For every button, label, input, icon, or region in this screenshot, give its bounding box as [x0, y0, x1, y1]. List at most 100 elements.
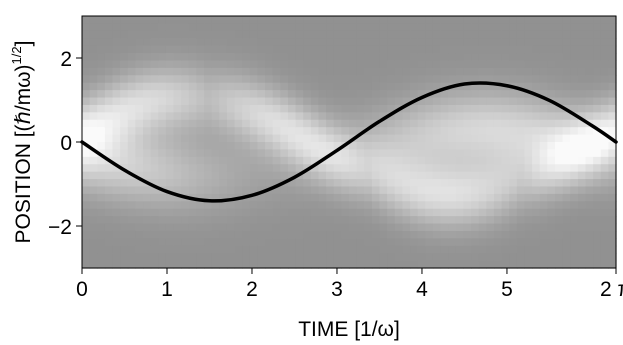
heatmap-cell [120, 134, 129, 143]
heatmap-cell [493, 164, 503, 173]
heatmap-cell [371, 245, 381, 254]
heatmap-cell [303, 134, 312, 143]
heatmap-cell [173, 38, 182, 47]
heatmap-cell [516, 186, 526, 195]
heatmap-cell [188, 97, 198, 106]
heatmap-cell [379, 164, 388, 173]
heatmap-cell [425, 193, 434, 202]
heatmap-cell [394, 30, 403, 39]
heatmap-cell [509, 23, 518, 32]
heatmap-cell [356, 82, 365, 91]
heatmap-cell [349, 245, 358, 254]
heatmap-cell [265, 97, 274, 106]
heatmap-cell [356, 67, 365, 76]
heatmap-cell [585, 23, 594, 32]
heatmap-cell [387, 238, 396, 247]
heatmap-cell [524, 260, 533, 269]
heatmap-cell [486, 45, 495, 54]
heatmap-cell [600, 156, 609, 165]
heatmap-cell [188, 142, 198, 151]
heatmap-cell [532, 38, 541, 47]
heatmap-cell [82, 179, 91, 188]
heatmap-cell [493, 67, 503, 76]
heatmap-cell [211, 186, 220, 195]
heatmap-cell [295, 23, 304, 32]
heatmap-cell [135, 53, 144, 62]
heatmap-cell [432, 16, 442, 25]
heatmap-cell [524, 67, 533, 76]
heatmap-cell [547, 53, 556, 62]
heatmap-cell [593, 134, 602, 143]
heatmap-cell [608, 23, 617, 32]
heatmap-cell [471, 38, 480, 47]
heatmap-cell [364, 23, 373, 32]
heatmap-cell [112, 216, 121, 225]
heatmap-cell [532, 156, 541, 165]
heatmap-cell [524, 156, 533, 165]
heatmap-cell [547, 45, 556, 54]
heatmap-cell [120, 119, 129, 128]
heatmap-cell [295, 164, 304, 173]
heatmap-cell [326, 216, 335, 225]
heatmap-cell [204, 45, 213, 54]
heatmap-cell [417, 67, 426, 76]
heatmap-cell [471, 16, 480, 25]
heatmap-cell [295, 238, 304, 247]
heatmap-cell [112, 30, 121, 39]
heatmap-cell [410, 30, 419, 39]
heatmap-cell [303, 45, 312, 54]
heatmap-cell [425, 45, 434, 54]
heatmap-cell [249, 216, 259, 225]
heatmap-cell [333, 16, 342, 25]
heatmap-cell [471, 90, 480, 99]
heatmap-cell [341, 216, 350, 225]
heatmap-cell [97, 75, 106, 84]
heatmap-cell [371, 104, 381, 113]
heatmap-cell [242, 104, 251, 113]
heatmap-cell [349, 23, 358, 32]
heatmap-cell [158, 30, 167, 39]
heatmap-cell [577, 104, 587, 113]
heatmap-cell [280, 238, 289, 247]
heatmap-cell [219, 97, 228, 106]
heatmap-cell [326, 223, 335, 232]
heatmap-cell [539, 238, 548, 247]
heatmap-cell [554, 245, 564, 254]
heatmap-cell [196, 260, 205, 269]
heatmap-cell [249, 208, 259, 217]
heatmap-cell [425, 60, 434, 69]
heatmap-cell [265, 75, 274, 84]
heatmap-cell [341, 171, 350, 180]
heatmap-cell [318, 253, 327, 262]
heatmap-cell [165, 142, 175, 151]
heatmap-cell [493, 260, 503, 269]
heatmap-cell [249, 179, 259, 188]
heatmap-cell [608, 223, 617, 232]
heatmap-cell [295, 67, 304, 76]
heatmap-cell [478, 149, 487, 158]
heatmap-cell [570, 82, 579, 91]
heatmap-cell [135, 127, 144, 136]
heatmap-cell [547, 38, 556, 47]
heatmap-cell [349, 216, 358, 225]
heatmap-cell [577, 223, 587, 232]
heatmap-cell [150, 82, 159, 91]
heatmap-cell [234, 104, 243, 113]
heatmap-cell [394, 238, 403, 247]
heatmap-cell [89, 230, 98, 239]
heatmap-cell [97, 53, 106, 62]
heatmap-cell [417, 38, 426, 47]
heatmap-cell [547, 253, 556, 262]
heatmap-cell [265, 67, 274, 76]
heatmap-cell [120, 90, 129, 99]
heatmap-cell [165, 30, 175, 39]
heatmap-cell [593, 208, 602, 217]
heatmap-cell [272, 119, 281, 128]
heatmap-cell [554, 253, 564, 262]
heatmap-cell [356, 179, 365, 188]
heatmap-cell [287, 60, 297, 69]
heatmap-cell [272, 260, 281, 269]
heatmap-cell [593, 142, 602, 151]
heatmap-cell [97, 90, 106, 99]
heatmap-cell [295, 260, 304, 269]
